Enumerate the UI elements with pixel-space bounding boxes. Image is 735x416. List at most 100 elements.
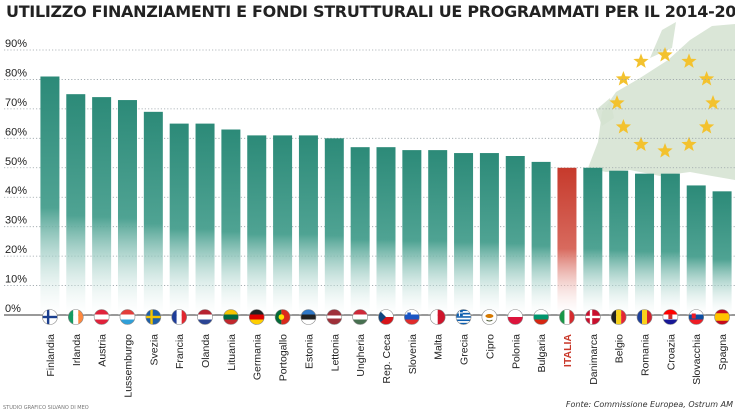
category-label: Portogallo (278, 334, 290, 381)
category-label: Danimarca (588, 334, 600, 385)
bar-finlandia (40, 76, 60, 315)
italy-flag-icon (559, 309, 575, 325)
germany-flag-icon (248, 309, 265, 325)
graphic-credit: STUDIO GRAFICO SILVANO DI MEO (3, 405, 89, 411)
y-tick-label: 40% (5, 185, 27, 197)
luxembourg-flag-icon (119, 309, 136, 325)
category-label: Polonia (510, 334, 522, 369)
y-tick-label: 60% (5, 126, 27, 138)
source-note: Fonte: Commissione Europea, Ostrum AM (565, 400, 733, 409)
eu-star-icon (705, 95, 721, 110)
category-label: Estonia (303, 334, 315, 369)
bar-slovenia (402, 150, 422, 315)
bar-croazia (660, 173, 680, 315)
bar-rep-ceca (376, 147, 396, 315)
category-label: Malta (433, 334, 445, 360)
category-label: Spagna (717, 334, 729, 370)
finland-flag-icon (42, 309, 58, 325)
bar-portogallo (273, 135, 293, 315)
y-tick-label: 20% (5, 244, 27, 256)
y-tick-label: 10% (5, 274, 27, 286)
category-label: Slovenia (407, 334, 419, 374)
bar-lituania (221, 129, 241, 315)
y-tick-label: 90% (5, 38, 27, 50)
bar-irlanda (66, 94, 86, 315)
category-label: Cipro (484, 334, 496, 359)
bar-lussemburgo (117, 100, 137, 315)
category-labels: Finlandia Irlanda Austria Lussemburgo Svezia… (45, 334, 729, 398)
greece-flag-icon (455, 309, 472, 325)
romania-flag-icon (636, 309, 653, 325)
croatia-flag-icon (662, 309, 679, 325)
category-label: Germania (252, 334, 264, 380)
map-island (596, 98, 614, 126)
bar-lettonia (324, 138, 344, 315)
france-flag-icon (171, 309, 187, 325)
spain-flag-icon (714, 309, 730, 325)
bar-francia (169, 123, 189, 315)
eu-star-icon (657, 47, 673, 62)
bar-malta (428, 150, 448, 315)
category-label: Lettonia (329, 334, 341, 372)
y-tick-label: 80% (5, 67, 27, 79)
slovakia-flag-icon (688, 309, 705, 325)
category-label: Olanda (200, 334, 212, 368)
eu-star-icon (699, 119, 715, 134)
eu-star-icon (633, 136, 649, 151)
ireland-flag-icon (67, 309, 84, 325)
eu-star-icon (681, 136, 697, 151)
category-label: Croazia (665, 334, 677, 370)
bar-bulgaria (531, 161, 551, 315)
bar-polonia (505, 156, 525, 315)
category-label: Rep. Ceca (381, 334, 393, 384)
bar-ungheria (350, 147, 370, 315)
estonia-flag-icon (300, 309, 317, 325)
category-label: Irlanda (71, 334, 83, 366)
category-label: Grecia (459, 334, 471, 365)
category-label: Finlandia (45, 334, 57, 377)
bar-olanda (195, 123, 215, 315)
bar-belgio (609, 170, 629, 315)
bars (40, 76, 732, 315)
europe-map-graphic (588, 22, 735, 180)
poland-flag-icon (507, 309, 524, 325)
category-label: Francia (174, 334, 186, 369)
eu-star-icon (615, 119, 631, 134)
chart-title: UTILIZZO FINANZIAMENTI E FONDI STRUTTURA… (6, 2, 735, 21)
map-landmass (588, 24, 735, 180)
eu-star-icon (615, 71, 631, 86)
category-label: Lituania (226, 334, 238, 371)
category-label: Svezia (148, 334, 160, 366)
bar-austria (92, 97, 112, 315)
category-label: Bulgaria (536, 334, 548, 373)
bar-spagna (712, 191, 732, 315)
bar-slovacchia (686, 185, 706, 315)
hungary-flag-icon (352, 309, 368, 325)
denmark-flag-icon (585, 309, 601, 325)
eu-star-icon (699, 71, 715, 86)
map-scandinavia (650, 22, 676, 58)
bulgaria-flag-icon (533, 309, 549, 325)
bar-estonia (298, 135, 318, 315)
netherlands-flag-icon (197, 309, 213, 325)
y-tick-label: 30% (5, 215, 27, 227)
belgium-flag-icon (610, 309, 627, 325)
bar-danimarca (583, 167, 603, 315)
malta-flag-icon (429, 309, 446, 325)
austria-flag-icon (93, 309, 110, 325)
y-tick-label: 70% (5, 97, 27, 109)
slovenia-flag-icon (404, 309, 420, 325)
portugal-flag-icon (274, 309, 291, 325)
category-label: Romania (640, 334, 652, 376)
category-label: ITALIA (562, 334, 574, 367)
bar-germania (247, 135, 267, 315)
eu-star-icon (633, 53, 649, 68)
bar-svezia (143, 111, 163, 315)
category-label: Lussemburgo (122, 334, 134, 398)
cyprus-flag-icon (481, 309, 498, 325)
bar-grecia (454, 153, 474, 315)
latvia-flag-icon (326, 309, 343, 325)
eu-star-icon (681, 53, 697, 68)
y-tick-label: 50% (5, 156, 27, 168)
